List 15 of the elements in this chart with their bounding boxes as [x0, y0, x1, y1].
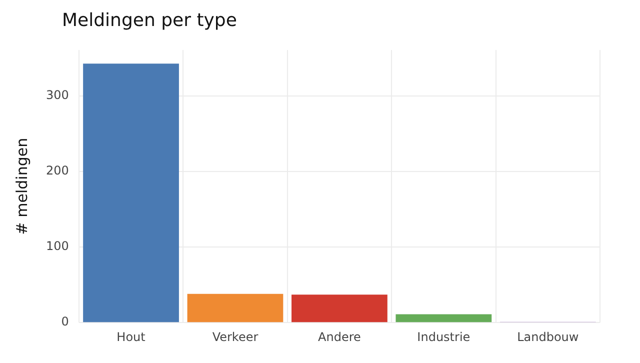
x-tick-label: Industrie [417, 330, 470, 344]
x-tick-label: Hout [116, 330, 146, 344]
x-tick-label: Andere [318, 330, 361, 344]
y-tick-label: 100 [46, 239, 69, 254]
y-tick-label: 0 [61, 314, 69, 329]
y-axis-title: # meldingen [12, 138, 31, 235]
x-tick-label: Landbouw [517, 330, 579, 344]
y-tick-label: 200 [46, 164, 69, 178]
x-tick-label: Verkeer [212, 330, 258, 344]
bar [396, 314, 492, 322]
bar [187, 294, 284, 322]
y-tick-label: 300 [46, 88, 69, 102]
bar [292, 294, 388, 322]
bar [83, 64, 179, 322]
chart-title: Meldingen per type [62, 10, 237, 31]
